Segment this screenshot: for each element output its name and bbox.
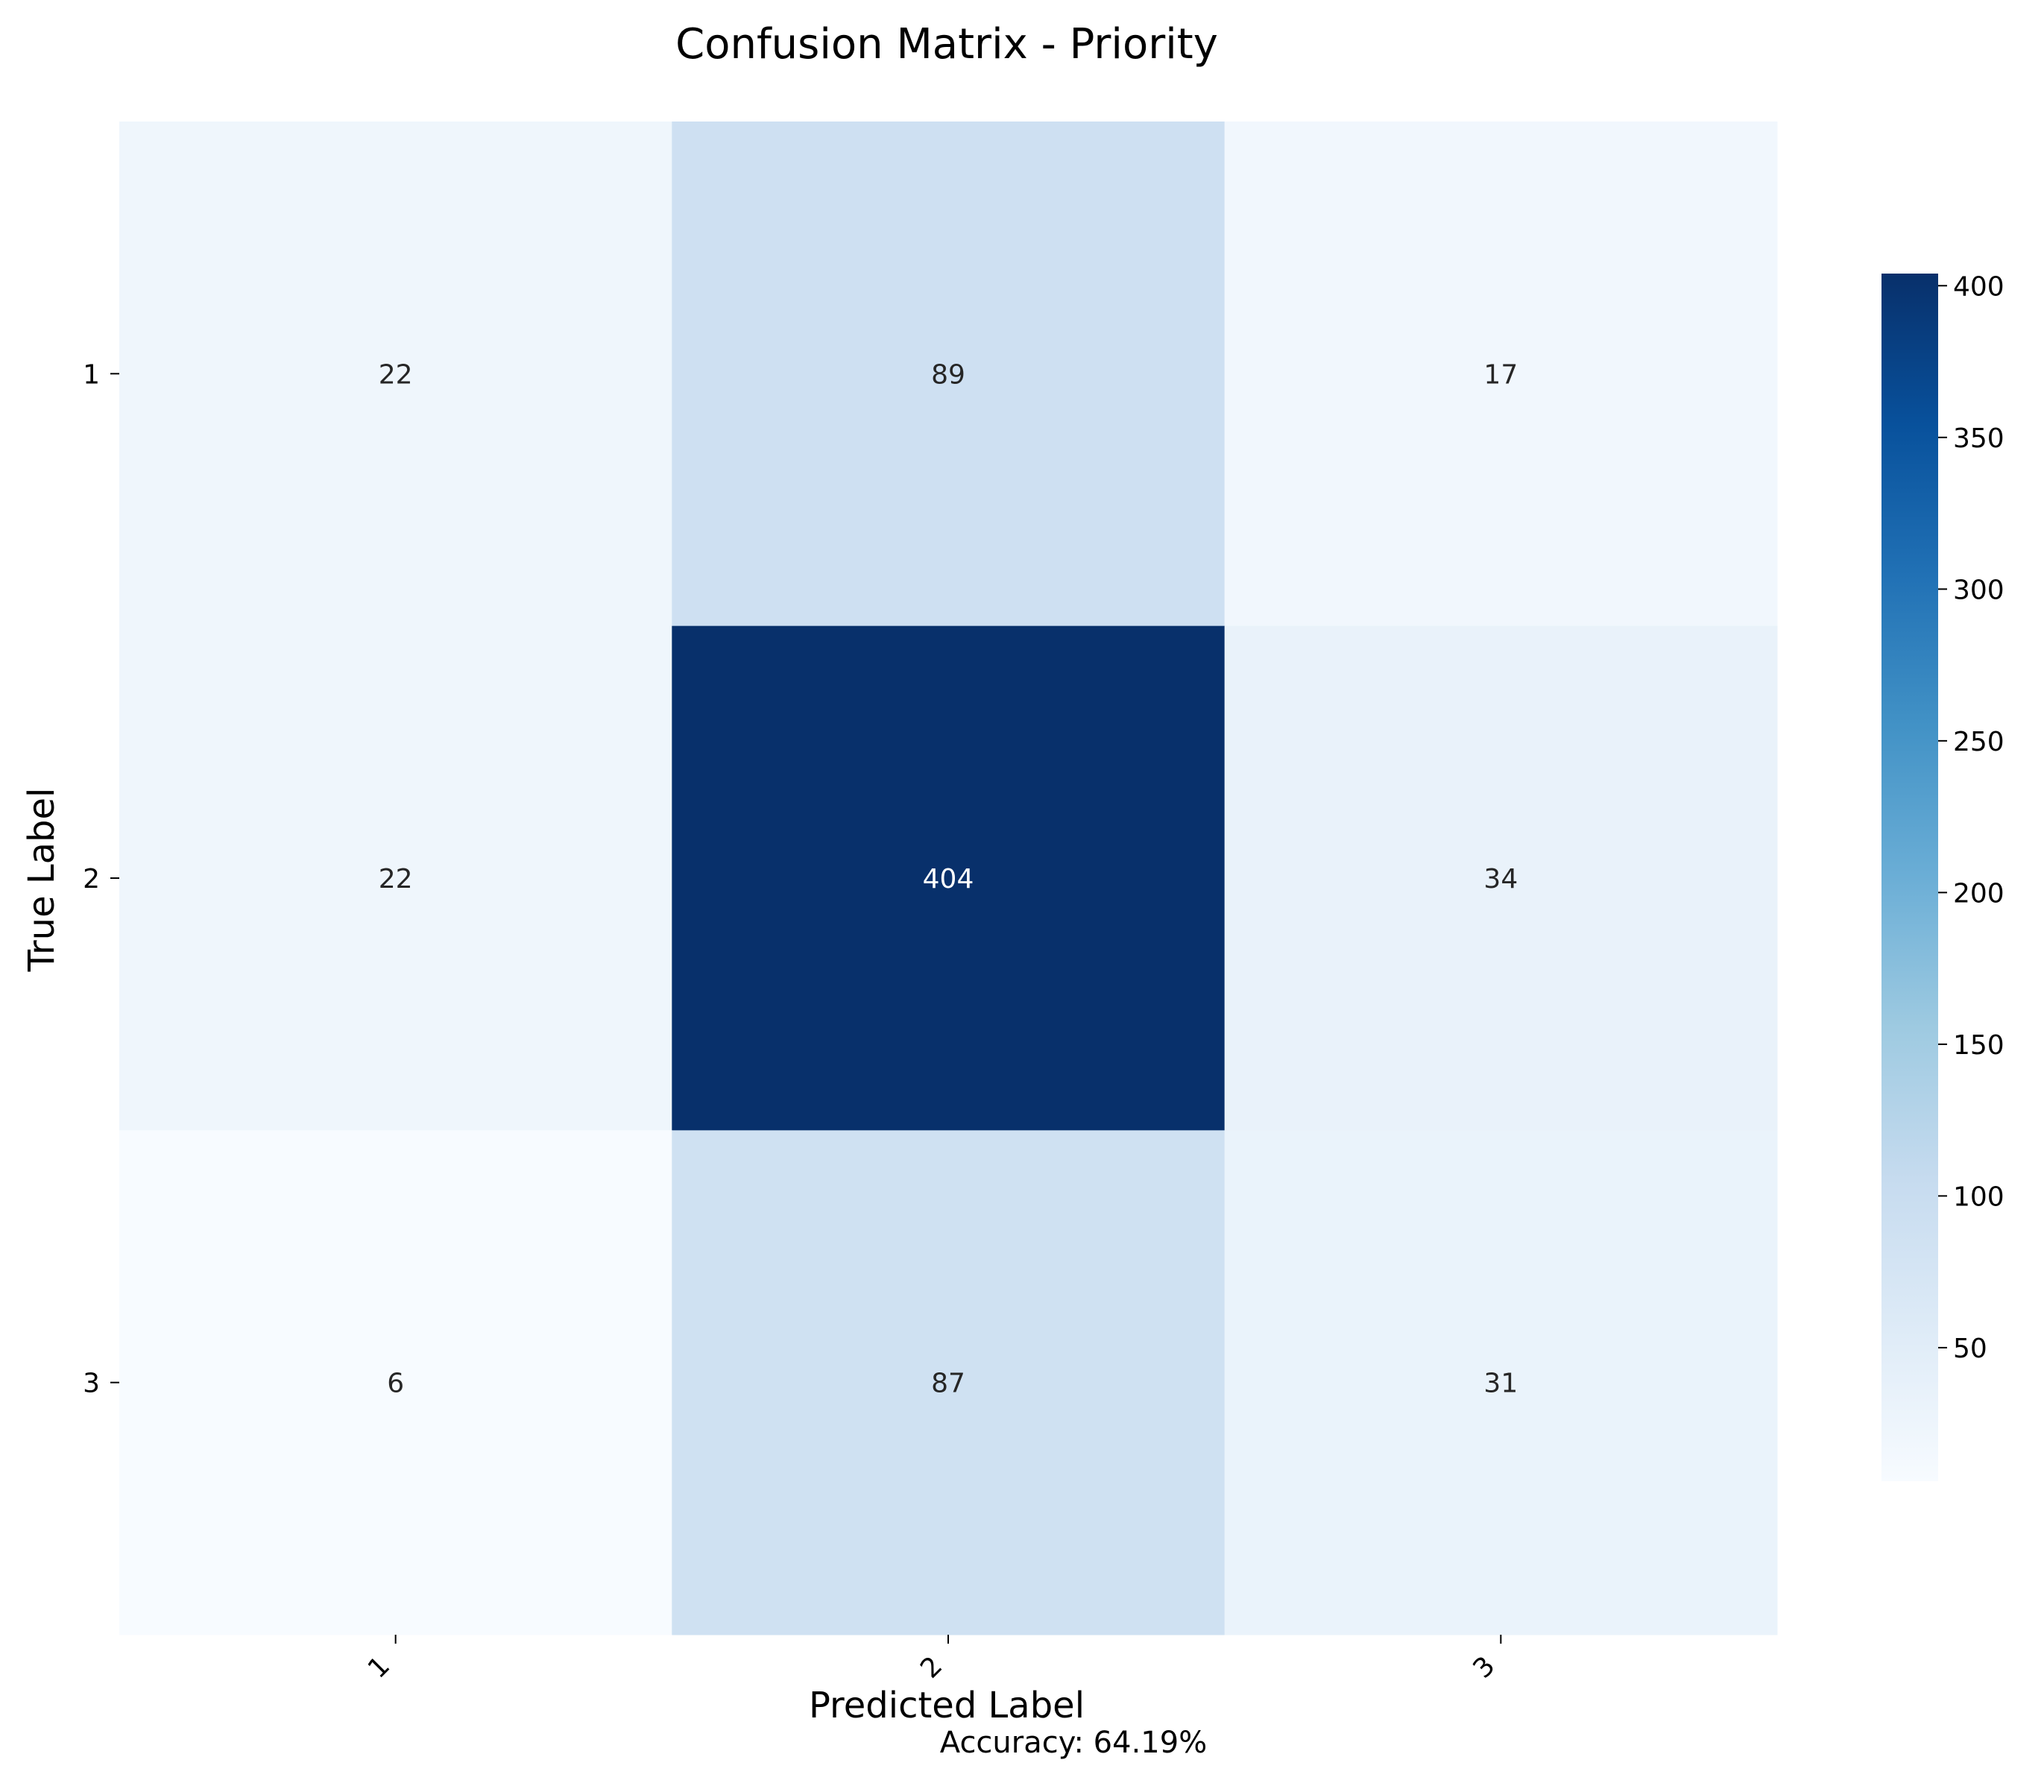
colorbar: 50 100 150 200 250 300 350 400 <box>1881 271 2004 1481</box>
colorbar-tick-label: 350 <box>1953 423 2004 454</box>
y-axis-ticks: 1 2 3 <box>83 359 119 1399</box>
cell-value-label: 17 <box>1483 359 1518 390</box>
heatmap-cell <box>1224 625 1778 1131</box>
colorbar-ticks: 50 100 150 200 250 300 350 400 <box>1938 271 2004 1364</box>
heatmap-cell <box>119 1130 672 1635</box>
cell-value-label: 87 <box>931 1369 965 1399</box>
cell-value-label: 89 <box>931 359 965 390</box>
y-axis-label: True Label <box>21 788 63 973</box>
colorbar-tick-label: 150 <box>1953 1030 2004 1061</box>
x-tick-label: 3 <box>1468 1650 1501 1684</box>
x-axis-label: Predicted Label <box>809 1685 1085 1726</box>
colorbar-gradient <box>1881 274 1938 1481</box>
heatmap-cell <box>1224 122 1778 627</box>
heatmap-cells: 22 89 17 22 404 34 6 87 31 <box>119 122 1778 1635</box>
cell-value-label: 22 <box>379 359 413 390</box>
cell-value-label: 34 <box>1483 864 1518 895</box>
heatmap-cell <box>1224 1130 1778 1635</box>
cell-value-label: 31 <box>1483 1369 1518 1399</box>
y-tick-label: 2 <box>83 864 100 895</box>
chart-title: Confusion Matrix - Priority <box>675 20 1218 69</box>
heatmap-cell <box>119 122 672 627</box>
y-tick-label: 1 <box>83 359 100 390</box>
x-tick-label: 2 <box>915 1650 948 1684</box>
colorbar-tick-label: 300 <box>1953 575 2004 605</box>
y-tick-label: 3 <box>83 1369 100 1399</box>
heatmap-cell <box>672 625 1226 1131</box>
colorbar-tick-label: 100 <box>1953 1181 2004 1212</box>
colorbar-tick-label: 250 <box>1953 727 2004 757</box>
x-axis-ticks: 1 2 3 <box>362 1635 1502 1685</box>
x-tick-label: 1 <box>362 1650 396 1684</box>
heatmap-cell <box>672 122 1226 627</box>
cell-value-label: 6 <box>387 1369 404 1399</box>
accuracy-annotation: Accuracy: 64.19% <box>940 1726 1207 1760</box>
heatmap-cell <box>119 625 672 1131</box>
cell-value-label: 404 <box>923 864 974 895</box>
cell-value-label: 22 <box>379 864 413 895</box>
colorbar-tick-label: 400 <box>1953 271 2004 302</box>
colorbar-tick-label: 50 <box>1953 1334 1987 1364</box>
colorbar-tick-label: 200 <box>1953 878 2004 909</box>
heatmap-cell <box>672 1130 1226 1635</box>
